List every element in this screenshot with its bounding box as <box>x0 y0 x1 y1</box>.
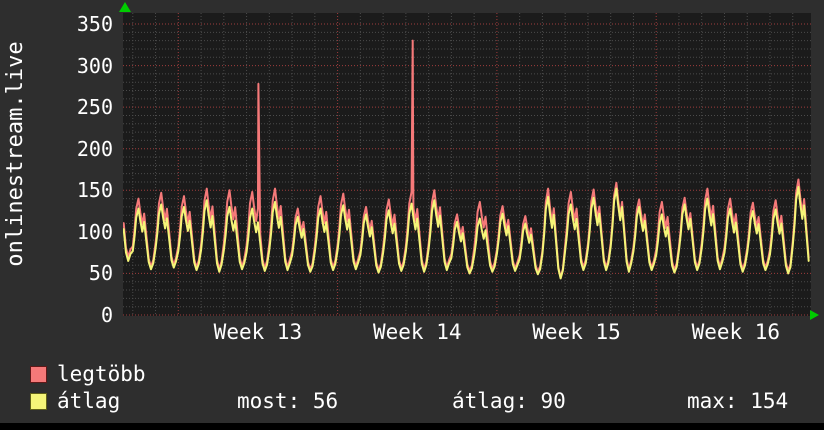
chart-canvas <box>123 13 811 316</box>
x-axis-arrow-icon <box>810 310 819 320</box>
x-tick-label: Week 14 <box>372 320 462 344</box>
legend-label-legtobb: legtöbb <box>57 362 146 386</box>
y-tick-label: 350 <box>76 12 113 36</box>
y-axis-arrow-icon <box>119 2 131 12</box>
y-tick-label: 100 <box>76 219 113 244</box>
y-tick-label: 50 <box>88 261 113 286</box>
y-tick-label: 300 <box>76 53 113 78</box>
plot-area <box>123 13 811 316</box>
y-tick-label: 250 <box>76 95 113 120</box>
x-tick-label: Week 13 <box>213 320 303 344</box>
y-tick-label: 200 <box>76 136 113 161</box>
legend-row-legtobb: legtöbb <box>30 362 146 386</box>
y-tick-label: 0 <box>100 303 113 327</box>
legend-label-atlag: átlag <box>57 389 121 413</box>
legend-row-atlag: átlag <box>30 389 120 413</box>
legend-swatch-atlag-icon <box>30 392 47 410</box>
y-tick-label: 150 <box>76 178 113 203</box>
legend-swatch-legtobb-icon <box>30 365 47 383</box>
stat-atlag: átlag: 90 <box>452 389 566 413</box>
x-tick-label: Week 16 <box>691 320 781 344</box>
x-tick-label: Week 15 <box>532 320 621 344</box>
stat-max: max: 154 <box>687 389 789 413</box>
stat-most: most: 56 <box>237 389 339 413</box>
bottom-border <box>0 423 824 430</box>
